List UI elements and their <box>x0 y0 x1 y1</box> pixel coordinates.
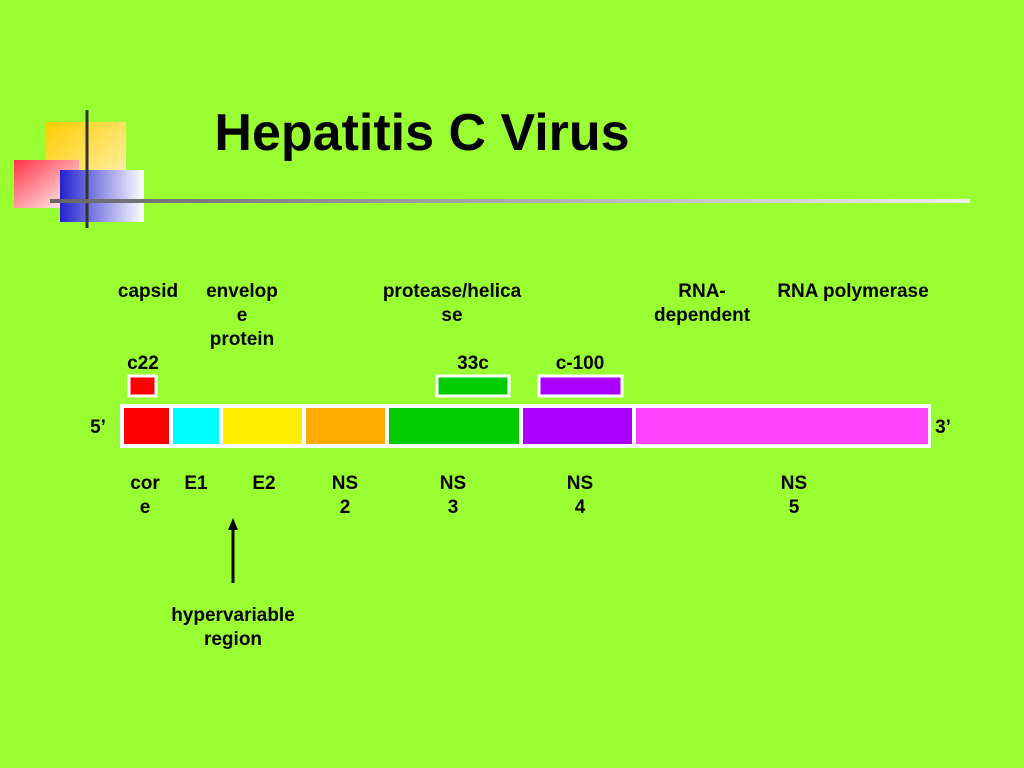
function-label: capsid <box>118 281 178 302</box>
region <box>173 408 219 444</box>
function-label: RNA polymerase <box>777 281 928 302</box>
end-label: 5’ <box>90 417 106 438</box>
region-label: 4 <box>575 497 586 518</box>
region-label: E2 <box>252 473 275 494</box>
antigen-label: 33c <box>457 353 489 374</box>
function-label: protease/helica <box>383 281 522 302</box>
end-label: 3’ <box>935 417 951 438</box>
region-label: e <box>140 497 151 518</box>
antigen-box <box>127 374 158 398</box>
region <box>124 408 169 444</box>
region-label: 2 <box>340 497 351 518</box>
function-label: protein <box>210 329 274 350</box>
region-label: NS <box>440 473 466 494</box>
region <box>223 408 302 444</box>
region <box>389 408 519 444</box>
function-label: dependent <box>654 305 751 326</box>
region <box>523 408 632 444</box>
region-label: NS <box>567 473 593 494</box>
region-label: cor <box>130 473 160 494</box>
antigen-box <box>435 374 511 398</box>
function-label: RNA- <box>678 281 726 302</box>
function-label: e <box>237 305 248 326</box>
region-label: NS <box>781 473 807 494</box>
decoration <box>14 110 970 228</box>
function-label: se <box>441 305 462 326</box>
annotation: region <box>204 629 262 650</box>
annotation: hypervariable <box>171 605 295 626</box>
region-label: NS <box>332 473 358 494</box>
region <box>306 408 385 444</box>
function-label: envelop <box>206 281 278 302</box>
region-label: 5 <box>789 497 800 518</box>
region <box>636 408 928 444</box>
antigen-box <box>537 374 624 398</box>
region-label: 3 <box>448 497 459 518</box>
arrow-head <box>228 518 238 530</box>
title: Hepatitis C Virus <box>214 104 629 162</box>
antigen-label: c-100 <box>556 353 605 374</box>
region-label: E1 <box>184 473 208 494</box>
antigen-label: c22 <box>127 353 159 374</box>
